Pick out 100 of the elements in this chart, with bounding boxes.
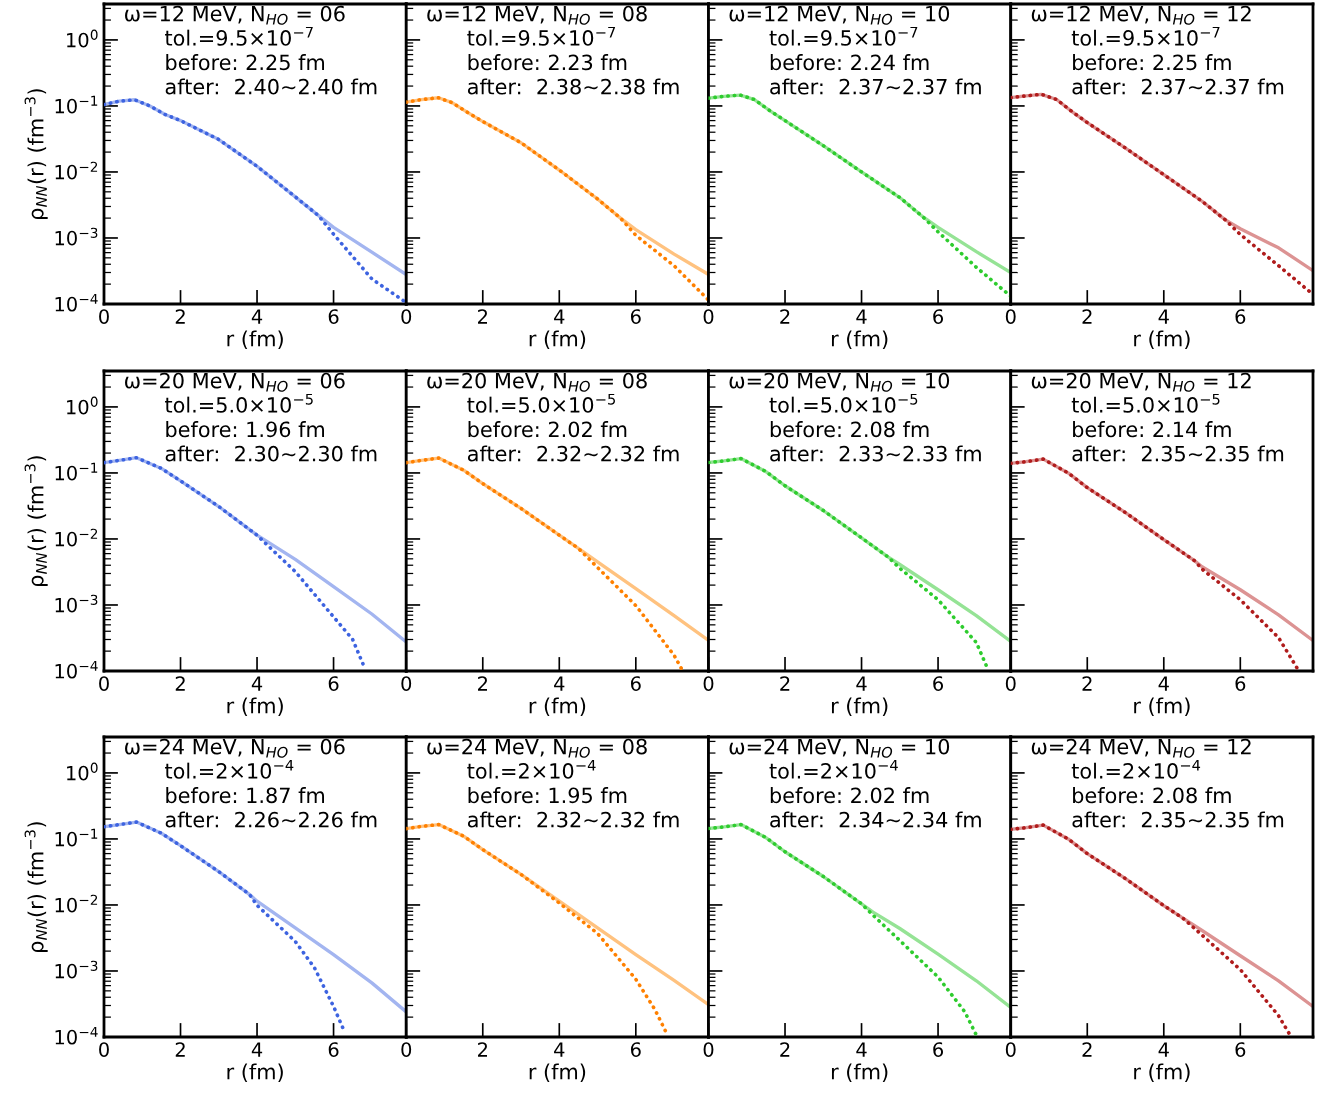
annotation: ω=24 MeV, N$_{HO}$ = 08 — [427, 738, 647, 758]
annotation: before: 2.08 fm — [1073, 787, 1231, 804]
x-tick-label: 0 — [1005, 309, 1016, 324]
annotation: tol.=5.0×10$^{−5}$ — [165, 393, 313, 413]
annotation: before: 2.02 fm — [770, 787, 929, 804]
annotation: after: 2.26~2.26 fm — [165, 811, 377, 828]
annotation: ω=20 MeV, N$_{HO}$ = 10 — [729, 372, 950, 392]
annotation: before: 2.23 fm — [468, 54, 627, 71]
annotation: ω=20 MeV, N$_{HO}$ = 06 — [125, 372, 345, 392]
x-axis-title: r (fm) — [529, 697, 586, 717]
x-axis-title: r (fm) — [1134, 1063, 1190, 1083]
x-tick-label: 2 — [175, 676, 185, 691]
x-axis-title: r (fm) — [227, 330, 283, 350]
x-axis-title: r (fm) — [1134, 330, 1190, 350]
x-tick-label: 0 — [1005, 1042, 1016, 1057]
x-tick-label: 6 — [933, 309, 944, 324]
annotation: before: 1.87 fm — [166, 787, 324, 804]
y-axis-title: ρ$_{NN}$(r) (fm$^{−3}$) — [24, 89, 48, 219]
annotation: before: 1.95 fm — [468, 787, 627, 804]
annotation: tol.=2×10$^{−4}$ — [467, 759, 596, 779]
y-tick-label: 10$^{−4}$ — [55, 660, 98, 679]
x-axis-title: r (fm) — [1134, 697, 1190, 717]
y-tick-label: 10$^{−4}$ — [55, 1026, 98, 1045]
x-axis-title: r (fm) — [831, 330, 888, 350]
annotation: before: 2.25 fm — [166, 54, 324, 71]
annotation: before: 1.96 fm — [166, 421, 324, 438]
x-tick-label: 0 — [401, 309, 412, 324]
y-tick-label: 10$^{0}$ — [67, 762, 98, 781]
x-tick-label: 0 — [401, 676, 412, 691]
y-tick-label: 10$^{−3}$ — [55, 960, 98, 979]
x-tick-label: 2 — [478, 676, 488, 691]
x-tick-label: 6 — [328, 676, 339, 691]
annotation: ω=24 MeV, N$_{HO}$ = 12 — [1031, 738, 1251, 758]
x-tick-label: 2 — [1082, 676, 1092, 691]
x-tick-label: 2 — [478, 1042, 488, 1057]
annotation: tol.=2×10$^{−4}$ — [165, 759, 294, 779]
annotation: ω=12 MeV, N$_{HO}$ = 10 — [729, 5, 950, 25]
annotation: before: 2.25 fm — [1073, 54, 1231, 71]
x-tick-label: 0 — [401, 1042, 412, 1057]
annotation: after: 2.32~2.32 fm — [467, 445, 679, 462]
annotation: after: 2.37~2.37 fm — [770, 78, 981, 95]
x-tick-label: 6 — [328, 1042, 339, 1057]
annotation: before: 2.24 fm — [770, 54, 929, 71]
y-tick-label: 10$^{0}$ — [67, 29, 98, 48]
y-axis-title: ρ$_{NN}$(r) (fm$^{−3}$) — [24, 456, 48, 586]
x-tick-label: 6 — [1235, 309, 1246, 324]
annotation: tol.=9.5×10$^{−7}$ — [165, 26, 313, 46]
y-tick-label: 10$^{−2}$ — [55, 528, 98, 547]
y-tick-label: 10$^{−4}$ — [55, 293, 98, 312]
x-tick-label: 2 — [780, 676, 790, 691]
annotation: ω=12 MeV, N$_{HO}$ = 06 — [125, 5, 345, 25]
x-tick-label: 0 — [703, 309, 714, 324]
x-tick-label: 4 — [251, 1042, 263, 1057]
x-tick-label: 4 — [856, 309, 867, 324]
x-tick-label: 2 — [175, 309, 185, 324]
annotation: tol.=5.0×10$^{−5}$ — [1071, 393, 1220, 413]
x-tick-label: 6 — [1235, 676, 1246, 691]
annotation: after: 2.40~2.40 fm — [165, 78, 377, 95]
x-tick-label: 6 — [1235, 1042, 1246, 1057]
annotation: after: 2.30~2.30 fm — [165, 445, 377, 462]
x-tick-label: 2 — [780, 1042, 790, 1057]
annotation: tol.=9.5×10$^{−7}$ — [1071, 26, 1220, 46]
y-tick-label: 10$^{−1}$ — [55, 95, 98, 114]
x-tick-label: 6 — [630, 1042, 641, 1057]
x-tick-label: 4 — [251, 309, 263, 324]
x-tick-label: 0 — [703, 1042, 714, 1057]
annotation: ω=24 MeV, N$_{HO}$ = 06 — [125, 738, 345, 758]
annotation: tol.=2×10$^{−4}$ — [769, 759, 898, 779]
y-tick-label: 10$^{−1}$ — [55, 462, 98, 481]
annotation: after: 2.38~2.38 fm — [467, 78, 679, 95]
annotation: before: 2.08 fm — [770, 421, 929, 438]
annotation: ω=20 MeV, N$_{HO}$ = 08 — [427, 372, 647, 392]
y-tick-label: 10$^{−3}$ — [55, 227, 98, 246]
x-tick-label: 4 — [856, 1042, 867, 1057]
x-tick-label: 0 — [99, 309, 109, 324]
x-tick-label: 4 — [856, 676, 867, 691]
x-tick-label: 2 — [175, 1042, 185, 1057]
x-tick-label: 0 — [99, 1042, 109, 1057]
x-axis-title: r (fm) — [529, 330, 586, 350]
x-axis-title: r (fm) — [227, 1063, 283, 1083]
x-tick-label: 6 — [933, 1042, 944, 1057]
annotation: tol.=9.5×10$^{−7}$ — [769, 26, 918, 46]
x-tick-label: 6 — [630, 309, 641, 324]
annotation: after: 2.32~2.32 fm — [467, 811, 679, 828]
x-tick-label: 2 — [780, 309, 790, 324]
annotation: after: 2.37~2.37 fm — [1072, 78, 1284, 95]
y-tick-label: 10$^{−1}$ — [55, 828, 98, 847]
x-tick-label: 2 — [1082, 1042, 1092, 1057]
annotation: after: 2.34~2.34 fm — [770, 811, 981, 828]
annotation: after: 2.33~2.33 fm — [770, 445, 981, 462]
annotation: ω=20 MeV, N$_{HO}$ = 12 — [1031, 372, 1251, 392]
x-tick-label: 6 — [328, 309, 339, 324]
y-tick-label: 10$^{−2}$ — [55, 894, 98, 913]
x-tick-label: 0 — [99, 676, 109, 691]
y-tick-label: 10$^{0}$ — [67, 396, 98, 415]
x-tick-label: 6 — [933, 676, 944, 691]
annotation: ω=12 MeV, N$_{HO}$ = 12 — [1031, 5, 1251, 25]
annotation: after: 2.35~2.35 fm — [1072, 445, 1284, 462]
annotation: after: 2.35~2.35 fm — [1072, 811, 1284, 828]
x-axis-title: r (fm) — [831, 1063, 888, 1083]
